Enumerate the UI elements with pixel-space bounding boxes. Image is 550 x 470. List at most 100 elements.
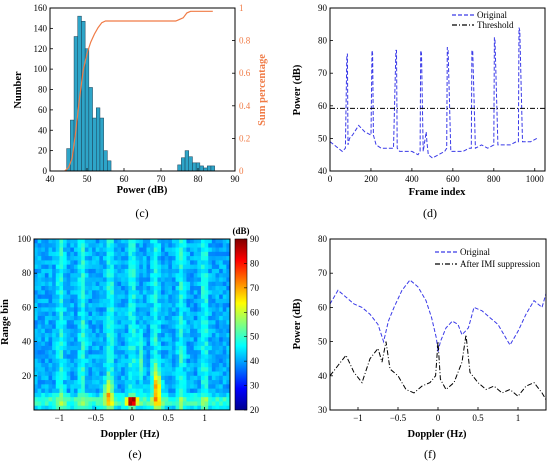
heatmap-cell — [190, 268, 195, 274]
heatmap-cell — [34, 290, 39, 295]
heatmap-cell — [106, 367, 111, 372]
heatmap-cell — [55, 358, 60, 364]
heatmap-cell — [73, 371, 78, 377]
heatmap-cell — [66, 401, 71, 407]
heatmap-cell — [117, 281, 122, 287]
heatmap-cell — [211, 392, 216, 398]
heatmap-cell — [179, 328, 184, 334]
heatmap-cell — [222, 247, 227, 253]
heatmap-cell — [142, 243, 147, 248]
heatmap-cell — [52, 392, 57, 398]
heatmap-cell — [92, 341, 97, 347]
heatmap-cell — [164, 303, 169, 308]
heatmap-cell — [34, 337, 39, 342]
heatmap-cell — [37, 311, 42, 317]
heatmap-cell — [142, 388, 147, 394]
heatmap-cell — [215, 384, 220, 390]
y-tick-label: 0 — [43, 166, 48, 176]
heatmap-cell — [55, 375, 60, 381]
heatmap-cell — [59, 341, 64, 347]
heatmap-cell — [204, 303, 209, 308]
heatmap-cell — [200, 345, 205, 351]
heatmap-cell — [41, 371, 46, 377]
heatmap-cell — [59, 303, 64, 308]
histogram-bar — [84, 48, 90, 172]
heatmap-cell — [113, 286, 118, 291]
heatmap-cell — [34, 294, 39, 300]
heatmap-cell — [179, 375, 184, 381]
heatmap-cell — [146, 358, 151, 364]
heatmap-cell — [73, 247, 78, 253]
heatmap-cell — [34, 268, 39, 274]
heatmap-cell — [41, 401, 46, 407]
heatmap-cell — [59, 311, 64, 317]
heatmap-cell — [222, 392, 227, 398]
x-axis-ticks: 0 200 400 600 800 1000 — [328, 168, 545, 184]
heatmap-cell — [211, 294, 216, 300]
heatmap-cell — [219, 315, 224, 321]
y-tick-label: 40 — [38, 125, 48, 135]
heatmap-cell — [157, 264, 162, 270]
heatmap-cell — [102, 290, 107, 295]
heatmap-cell — [44, 337, 49, 342]
heatmap-cell — [204, 367, 209, 372]
heatmap-cell — [146, 264, 151, 270]
heatmap-cell — [150, 362, 155, 368]
heatmap-cell — [73, 345, 78, 351]
heatmap-cell — [41, 298, 46, 304]
heatmap-cell — [55, 392, 60, 398]
heatmap-cell — [197, 328, 202, 334]
heatmap-cell — [153, 388, 158, 394]
heatmap-cell — [161, 239, 166, 244]
heatmap-cell — [92, 307, 97, 313]
heatmap-cell — [193, 286, 198, 291]
heatmap-cell — [171, 298, 176, 304]
heatmap-cell — [37, 315, 42, 321]
heatmap-cell — [219, 354, 224, 360]
heatmap-cell — [182, 345, 187, 351]
heatmap-cell — [132, 256, 137, 261]
heatmap-cell — [73, 328, 78, 334]
x-axis-ticks: 40 50 60 70 80 90 — [46, 168, 240, 184]
heatmap-cell — [48, 401, 53, 407]
heatmap-cell — [190, 307, 195, 313]
heatmap-cell — [179, 371, 184, 377]
heatmap-cell — [200, 328, 205, 334]
heatmap-cell — [41, 354, 46, 360]
heatmap-cell — [37, 247, 42, 253]
heatmap-cell — [59, 286, 64, 291]
heatmap-cell — [88, 264, 93, 270]
heatmap-cell — [121, 311, 126, 317]
heatmap-cell — [110, 315, 115, 321]
heatmap-cell — [59, 345, 64, 351]
heatmap-cell — [179, 256, 184, 261]
heatmap-cell — [52, 281, 57, 287]
heatmap-cell — [110, 371, 115, 377]
heatmap-cell — [179, 307, 184, 313]
heatmap-cell — [146, 397, 151, 402]
heatmap-cell — [222, 375, 227, 381]
x-tick-label: 1000 — [526, 174, 545, 184]
heatmap-cell — [95, 392, 100, 398]
heatmap-cell — [142, 268, 147, 274]
heatmap-cell — [208, 362, 213, 368]
heatmap-cell — [215, 397, 220, 402]
heatmap-cell — [182, 256, 187, 261]
heatmap-cell — [190, 290, 195, 295]
y-tick-label: 60 — [38, 105, 48, 115]
heatmap-cell — [157, 251, 162, 257]
heatmap-cell — [84, 294, 89, 300]
heatmap-cell — [200, 341, 205, 347]
heatmap-cell — [215, 371, 220, 377]
heatmap-cell — [179, 260, 184, 266]
heatmap-cell — [52, 367, 57, 372]
heatmap-cell — [222, 371, 227, 377]
heatmap-cell — [95, 277, 100, 283]
heatmap-cell — [84, 371, 89, 377]
heatmap-cell — [226, 256, 231, 261]
heatmap-cell — [171, 268, 176, 274]
heatmap-cell — [124, 311, 129, 317]
heatmap-cell — [190, 311, 195, 317]
heatmap-cell — [41, 277, 46, 283]
heatmap-cell — [81, 384, 86, 390]
